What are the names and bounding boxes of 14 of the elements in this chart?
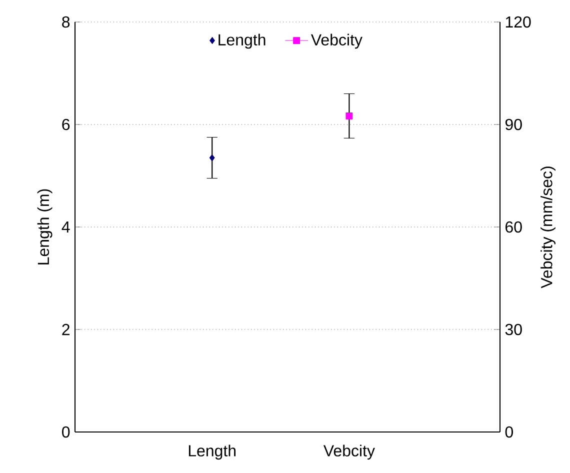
legend-label: Length <box>218 34 266 49</box>
y-tick-label: 8 <box>62 16 70 28</box>
y2-tick-label: 60 <box>506 221 522 233</box>
y2-tick-label: 120 <box>506 16 531 28</box>
y2-tick-label: 0 <box>505 426 513 438</box>
y-tick-label: 2 <box>62 324 70 336</box>
y-tick-label: 0 <box>62 426 70 438</box>
y-tick-label: 6 <box>62 118 70 130</box>
legend-label: Vebcity <box>310 34 362 49</box>
y2-tick-label: 30 <box>505 324 522 336</box>
y2-axis-title: Vebcity (mm/sec) <box>540 166 556 288</box>
y-tick-label: 4 <box>62 221 70 232</box>
y-axis-title: Length (m) <box>37 189 52 264</box>
y2-tick-label: 90 <box>505 118 522 130</box>
